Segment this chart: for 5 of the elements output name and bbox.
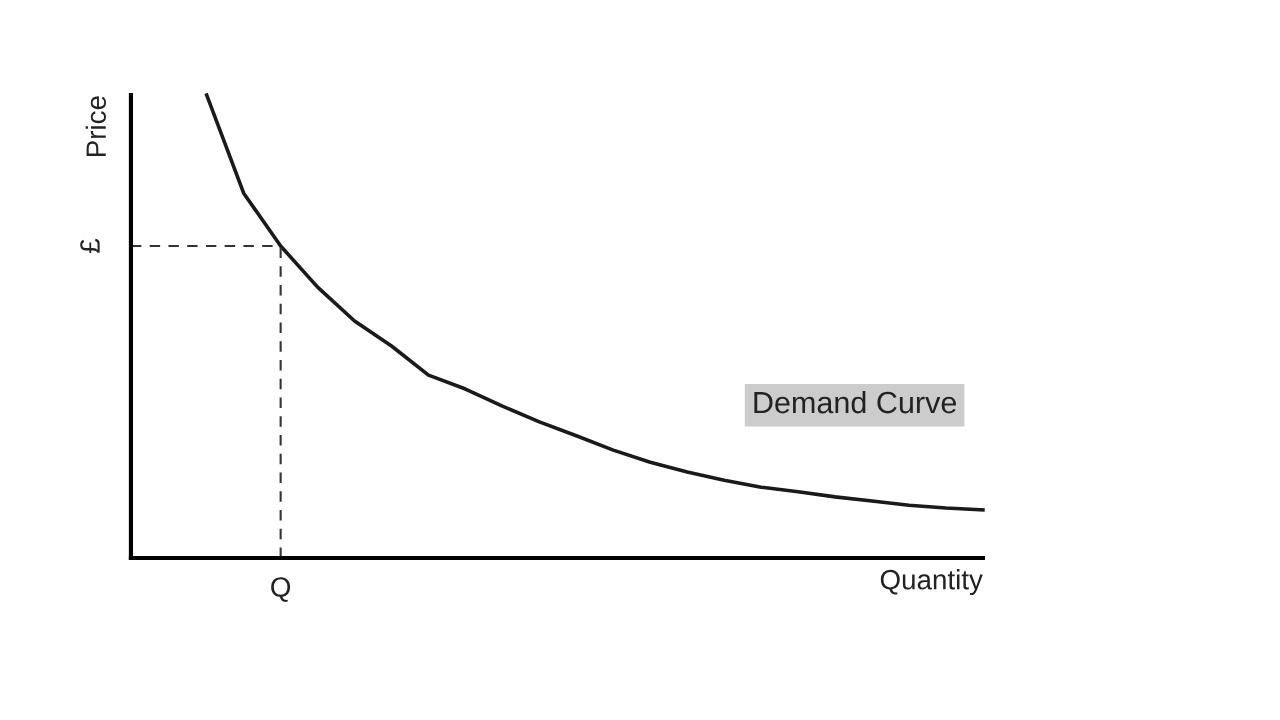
ref-line-label: £ xyxy=(80,238,100,253)
x-axis-title: Quantity xyxy=(880,569,983,596)
y-axis-title: Price xyxy=(85,96,107,157)
text: Q xyxy=(271,577,291,602)
text: Demand Curve xyxy=(754,390,957,414)
